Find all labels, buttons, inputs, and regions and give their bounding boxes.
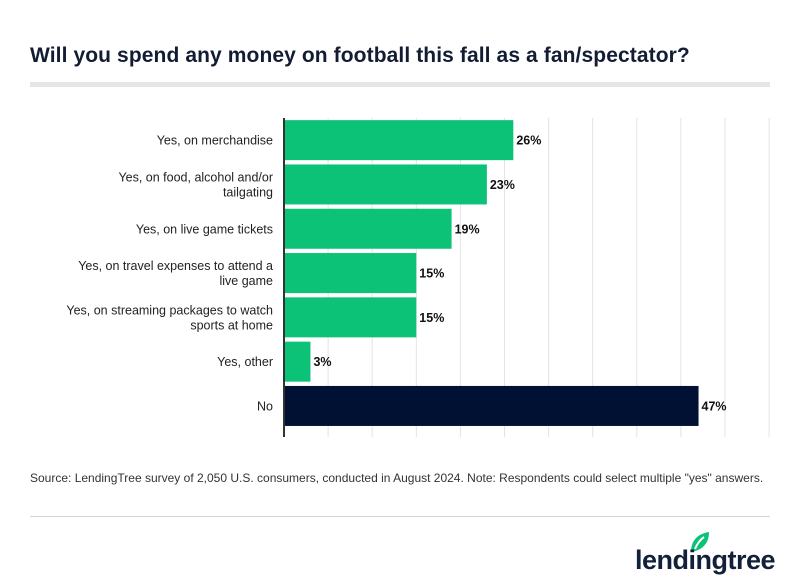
bar — [284, 253, 417, 294]
data-label: 23% — [490, 178, 515, 192]
category-label: Yes, on streaming packages to watch sport… — [66, 303, 273, 332]
leaf-icon — [691, 532, 709, 552]
logo-text: lendingtree — [635, 545, 776, 575]
category-label: Yes, on food, alcohol and/or tailgating — [118, 170, 273, 199]
category-label: No — [257, 399, 273, 413]
data-label: 3% — [313, 355, 331, 369]
title-rule — [30, 82, 770, 87]
bar — [284, 208, 452, 249]
data-label: 15% — [419, 267, 444, 281]
data-label: 26% — [516, 134, 541, 148]
footer-divider — [30, 516, 770, 517]
bar — [284, 341, 311, 382]
chart-title: Will you spend any money on football thi… — [30, 44, 690, 67]
data-label: 47% — [702, 399, 727, 413]
bar — [284, 120, 514, 161]
category-label: Yes, on live game tickets — [136, 222, 273, 236]
bar — [284, 297, 417, 338]
data-label: 19% — [455, 222, 480, 236]
bar-chart: 26% Yes, on merchandise 23% Yes, on food, a… — [66, 118, 770, 437]
lendingtree-logo: lendingtree — [630, 531, 776, 579]
category-label: Yes, other — [217, 355, 273, 369]
category-label: Yes, on merchandise — [157, 134, 273, 148]
bar — [284, 164, 487, 205]
bar — [284, 385, 699, 426]
source-note: Source: LendingTree survey of 2,050 U.S.… — [30, 471, 764, 485]
category-label: Yes, on travel expenses to attend a live … — [78, 259, 273, 288]
data-label: 15% — [419, 311, 444, 325]
